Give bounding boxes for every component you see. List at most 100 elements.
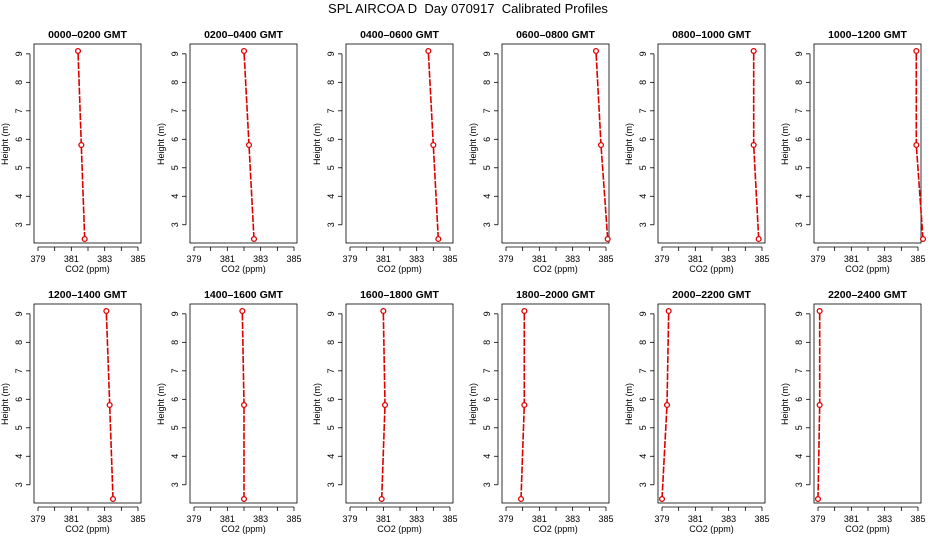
x-tick-label: 385 xyxy=(442,514,457,524)
profile-panel: 1600–1800 GMT 379 381 383 385 CO2 (ppm) 3 4 5 6 7 8… xyxy=(312,289,458,534)
x-tick-label: 385 xyxy=(598,514,613,524)
y-tick-label: 3 xyxy=(326,482,336,487)
y-tick-label: 7 xyxy=(482,108,492,113)
data-point xyxy=(240,401,248,409)
y-axis-label: Height (m) xyxy=(312,383,322,425)
y-axis-label: Height (m) xyxy=(468,123,478,165)
panel-title: 0000–0200 GMT xyxy=(48,29,127,41)
y-tick-label: 5 xyxy=(170,425,180,430)
x-tick-label: 385 xyxy=(130,514,145,524)
x-tick-label: 385 xyxy=(442,254,457,264)
y-tick-label: 8 xyxy=(638,340,648,345)
x-tick-label: 383 xyxy=(721,514,736,524)
y-axis-label: Height (m) xyxy=(624,123,634,165)
data-point xyxy=(521,401,528,409)
y-tick-label: 7 xyxy=(794,368,804,373)
y-tick-label: 9 xyxy=(14,311,24,316)
x-tick-label: 385 xyxy=(754,254,769,264)
x-tick-label: 383 xyxy=(97,514,112,524)
panel-title: 2200–2400 GMT xyxy=(828,289,907,301)
y-tick-label: 9 xyxy=(14,51,24,56)
y-tick-label: 4 xyxy=(170,454,180,459)
data-point xyxy=(239,307,246,315)
y-tick-label: 7 xyxy=(14,108,24,113)
profile-panel: 0000–0200 GMT 379 381 383 385 CO2 (ppm) 3 4 5 6 7 8… xyxy=(0,29,146,274)
panel-title: 1600–1800 GMT xyxy=(360,289,439,301)
y-tick-label: 5 xyxy=(482,425,492,430)
x-tick-label: 385 xyxy=(286,254,301,264)
data-point xyxy=(517,495,525,503)
data-point xyxy=(919,235,927,243)
y-tick-label: 3 xyxy=(14,482,24,487)
x-tick-label: 385 xyxy=(286,514,301,524)
y-tick-label: 7 xyxy=(794,108,804,113)
data-point xyxy=(381,401,389,409)
y-tick-label: 4 xyxy=(794,454,804,459)
x-axis-label: CO2 (ppm) xyxy=(377,524,422,534)
data-point xyxy=(750,141,757,149)
y-axis-label: Height (m) xyxy=(156,383,166,425)
x-tick-label: 383 xyxy=(409,254,424,264)
y-tick-label: 9 xyxy=(482,51,492,56)
y-tick-label: 4 xyxy=(794,194,804,199)
data-point xyxy=(816,401,823,409)
y-tick-label: 5 xyxy=(482,165,492,170)
data-point xyxy=(521,307,528,315)
y-tick-label: 9 xyxy=(794,51,804,56)
x-tick-label: 385 xyxy=(910,254,925,264)
panel-title: 1200–1400 GMT xyxy=(48,289,127,301)
x-tick-label: 381 xyxy=(220,254,235,264)
x-tick-label: 383 xyxy=(877,514,892,524)
panel-title: 1800–2000 GMT xyxy=(516,289,595,301)
y-tick-label: 6 xyxy=(326,137,336,142)
y-tick-label: 7 xyxy=(170,368,180,373)
profile-panel: 0200–0400 GMT 379 381 383 385 CO2 (ppm) 3 4 5 6 7 8… xyxy=(156,29,302,274)
data-point xyxy=(378,495,385,503)
profile-panel: 1000–1200 GMT 379 381 383 385 CO2 (ppm) 3 4 5 6 7 8… xyxy=(780,29,927,274)
x-tick-label: 385 xyxy=(910,514,925,524)
x-axis-label: CO2 (ppm) xyxy=(689,524,734,534)
y-axis-label: Height (m) xyxy=(624,383,634,425)
profile-panel: 1400–1600 GMT 379 381 383 385 CO2 (ppm) 3 4 5 6 7 8… xyxy=(156,289,302,534)
data-point xyxy=(913,47,920,55)
y-tick-label: 3 xyxy=(14,222,24,227)
data-point xyxy=(78,141,85,149)
x-tick-label: 379 xyxy=(30,254,45,264)
y-tick-label: 5 xyxy=(794,425,804,430)
profile-panel: 1800–2000 GMT 379 381 383 385 CO2 (ppm) 3 4 5 6 7 8… xyxy=(468,289,614,534)
y-axis-label: Height (m) xyxy=(780,383,790,425)
x-axis-label: CO2 (ppm) xyxy=(689,264,734,274)
y-tick-label: 5 xyxy=(638,425,648,430)
y-tick-label: 3 xyxy=(170,222,180,227)
plot-frame xyxy=(813,303,922,504)
panel-title: 0400–0600 GMT xyxy=(360,29,439,41)
x-tick-label: 379 xyxy=(810,254,825,264)
data-point xyxy=(597,141,605,149)
x-tick-label: 379 xyxy=(498,514,513,524)
x-tick-label: 381 xyxy=(376,514,391,524)
y-tick-label: 4 xyxy=(14,454,24,459)
y-tick-label: 8 xyxy=(482,80,492,85)
x-tick-label: 385 xyxy=(130,254,145,264)
x-tick-label: 383 xyxy=(409,514,424,524)
x-tick-label: 379 xyxy=(810,514,825,524)
x-tick-label: 383 xyxy=(721,254,736,264)
panel-title: 0200–0400 GMT xyxy=(204,29,283,41)
profile-panel: 2200–2400 GMT 379 381 383 385 CO2 (ppm) 3 4 5 6 7 8… xyxy=(780,289,926,534)
x-tick-label: 383 xyxy=(253,514,268,524)
y-axis-label: Height (m) xyxy=(312,123,322,165)
chart-title: SPL AIRCOA D Day 070917 Calibrated Profi… xyxy=(328,1,608,16)
y-tick-label: 5 xyxy=(638,165,648,170)
y-tick-label: 9 xyxy=(794,311,804,316)
y-tick-label: 4 xyxy=(482,454,492,459)
data-point xyxy=(750,47,757,55)
x-axis-label: CO2 (ppm) xyxy=(845,264,890,274)
y-tick-label: 4 xyxy=(638,194,648,199)
data-point xyxy=(913,141,920,149)
data-point xyxy=(240,495,248,503)
y-tick-label: 9 xyxy=(326,51,336,56)
y-tick-label: 7 xyxy=(14,368,24,373)
y-tick-label: 8 xyxy=(170,80,180,85)
x-tick-label: 381 xyxy=(844,254,859,264)
y-tick-label: 8 xyxy=(794,340,804,345)
